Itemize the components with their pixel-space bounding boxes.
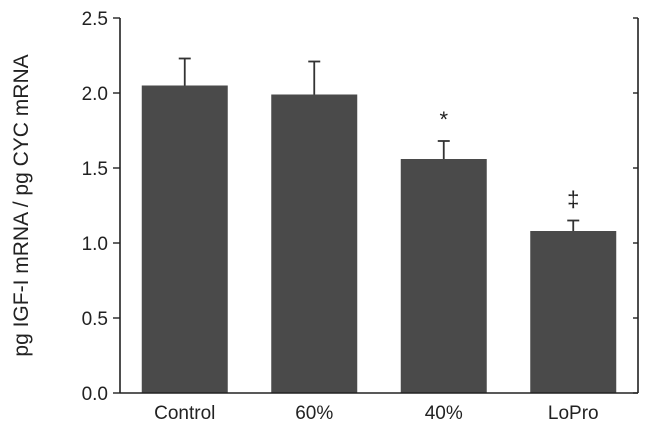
x-category-label: Control [154, 403, 215, 423]
y-tick-label: 0.0 [82, 384, 108, 405]
x-category-label: LoPro [548, 403, 599, 423]
y-tick-label: 2.0 [82, 84, 108, 105]
y-tick-label: 2.5 [82, 9, 108, 30]
significance-marker: ‡ [567, 187, 579, 212]
y-tick-label: 1.0 [82, 234, 108, 255]
bar [271, 94, 358, 393]
significance-markers-layer: *‡ [439, 107, 579, 212]
bar [141, 85, 228, 393]
y-axis-label: pg IGF-I mRNA / pg CYC mRNA [10, 54, 33, 356]
x-labels-layer: Control 60% 40% LoPro [154, 403, 598, 423]
bar [530, 231, 617, 393]
x-category-label: 40% [425, 403, 463, 423]
y-tick-label: 1.5 [82, 159, 108, 180]
error-bars-layer [178, 57, 580, 231]
significance-marker: * [439, 107, 448, 132]
bars-layer [141, 85, 617, 393]
y-ticks-layer: 0.0 0.5 1.0 1.5 2.0 2.5 [82, 9, 638, 405]
y-tick-label: 0.5 [82, 309, 108, 330]
bar [400, 159, 487, 393]
axes-layer [119, 18, 639, 394]
x-category-label: 60% [295, 403, 333, 423]
